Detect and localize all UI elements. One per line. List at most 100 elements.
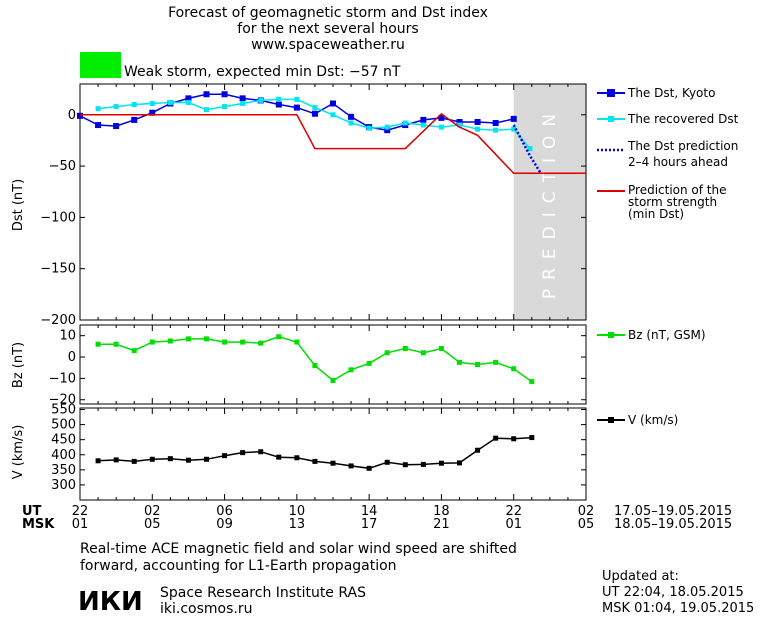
dst-data-point	[311, 110, 318, 117]
plot-frame	[79, 407, 587, 501]
dst-data-point	[312, 105, 318, 111]
ut-tick-label: 02	[144, 504, 161, 519]
legend-v: V (km/s)	[597, 413, 678, 427]
institute-name: Space Research Institute RAS	[160, 585, 366, 601]
dst-data-point	[258, 97, 264, 103]
legend-dst-recovered: The recovered Dst	[597, 112, 739, 126]
bz-data-point	[222, 339, 228, 345]
dst-data-point	[348, 120, 354, 126]
msk-tick-label: 01	[72, 517, 89, 532]
v-data-point	[222, 453, 228, 459]
dst-data-point	[95, 122, 102, 129]
bz-data-point	[167, 338, 173, 344]
y-tick-label: 400	[51, 448, 76, 463]
v-data-point	[294, 455, 300, 461]
y-tick-label: −200	[40, 313, 76, 328]
dst-data-point	[276, 96, 282, 102]
legend-dst-kyoto-label: The Dst, Kyoto	[627, 86, 715, 100]
dst-data-point	[167, 99, 173, 105]
footer-note-line2: forward, accounting for L1-Earth propaga…	[80, 558, 397, 574]
dst-data-point	[240, 100, 246, 106]
dst-panel: PREDICTION 0 −50 −100 −150 −200	[40, 83, 587, 328]
ut-date-range: 17.05–19.05.2015	[614, 504, 732, 519]
updated-msk: MSK 01:04, 19.05.2015	[602, 601, 754, 616]
chart-title-line1: Forecast of geomagnetic storm and Dst in…	[168, 5, 488, 21]
bz-data-point	[258, 340, 264, 346]
dst-data-point	[510, 115, 517, 122]
v-data-point	[384, 459, 390, 465]
v-data-point	[258, 449, 264, 455]
bz-ylabel: Bz (nT)	[11, 342, 26, 388]
bz-data-point	[330, 378, 336, 384]
bz-data-point	[113, 341, 119, 347]
dst-data-point	[149, 109, 156, 116]
bz-data-point	[149, 339, 155, 345]
legend-bz-marker	[608, 332, 614, 338]
v-data-point	[240, 450, 246, 456]
bz-data-point	[384, 350, 390, 356]
bz-data-point	[402, 345, 408, 351]
ut-tick-label: 22	[505, 504, 522, 519]
dst-data-point	[438, 114, 445, 121]
dst-data-point	[366, 125, 372, 131]
footer-note-line1: Real-time ACE magnetic field and solar w…	[80, 541, 517, 557]
dst-data-point	[294, 96, 300, 102]
plot-frame	[79, 324, 587, 405]
msk-axis-label: MSK	[22, 517, 55, 532]
dst-data-point	[438, 124, 444, 130]
bz-data-point	[348, 367, 354, 373]
y-tick-label: 450	[51, 433, 76, 448]
dst-data-point	[131, 102, 137, 108]
bz-data-point	[312, 363, 318, 369]
legend-bz: Bz (nT, GSM)	[597, 328, 706, 342]
dst-data-point	[384, 124, 390, 130]
v-data-point	[330, 460, 336, 466]
dst-data-point	[330, 112, 336, 118]
dst-data-point	[348, 113, 355, 120]
bz-data-point	[240, 339, 246, 345]
v-data-point	[457, 460, 462, 466]
prediction-label: PREDICTION	[540, 105, 560, 299]
msk-tick-label: 05	[144, 517, 161, 532]
bz-data-point	[420, 350, 426, 356]
ut-tick-label: 02	[578, 504, 595, 519]
v-data-point	[475, 447, 481, 453]
dst-data-point	[293, 104, 300, 111]
dst-data-point	[527, 146, 533, 152]
storm-status-label: Weak storm, expected min Dst: −57 nT	[124, 64, 401, 80]
y-tick-label: −100	[40, 210, 76, 225]
dst-data-point	[402, 120, 408, 126]
dst-data-point	[222, 104, 228, 110]
legend-storm-strength-label: Prediction of the storm strength (min Dst)	[628, 183, 727, 221]
dst-data-point	[330, 100, 336, 107]
v-data-point	[95, 458, 101, 464]
dst-data-point	[113, 104, 119, 110]
bz-data-point	[276, 334, 282, 340]
dst-data-point	[420, 116, 427, 123]
dst-data-point	[457, 122, 462, 128]
legend-dst-prediction-label: The Dst prediction 2–4 hours ahead	[627, 139, 738, 169]
dst-data-point	[420, 122, 426, 128]
dst-data-point	[493, 127, 499, 133]
legend-v-marker	[608, 417, 614, 423]
dst-data-point	[149, 100, 155, 106]
bz-data-point	[366, 360, 372, 366]
institute-site[interactable]: iki.cosmos.ru	[160, 601, 252, 617]
v-data-point	[348, 463, 354, 469]
legend-dst-prediction: The Dst prediction 2–4 hours ahead	[597, 139, 738, 169]
v-data-point	[113, 457, 119, 463]
v-data-point	[402, 462, 408, 468]
bz-data-point	[529, 379, 535, 385]
dst-data-point	[511, 126, 517, 132]
dst-data-point	[113, 123, 120, 130]
bz-data-point	[457, 359, 462, 365]
bz-data-point	[131, 348, 137, 354]
v-data-point	[131, 458, 137, 464]
updated-label: Updated at:	[602, 569, 679, 584]
v-data-point	[149, 456, 155, 462]
bz-data-point	[475, 362, 481, 367]
bz-data-point	[95, 341, 101, 347]
v-data-point	[529, 435, 535, 441]
